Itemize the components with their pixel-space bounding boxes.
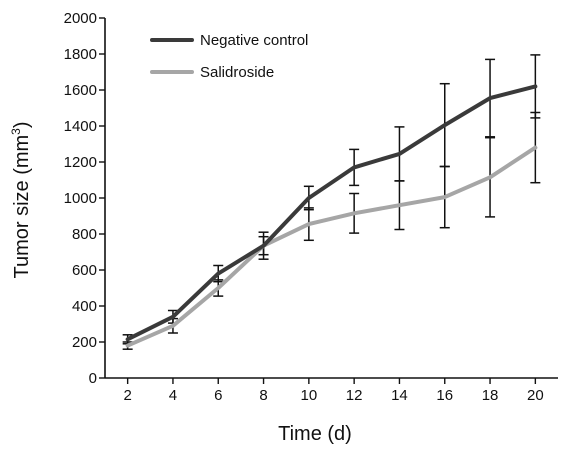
x-tick-label: 14 (391, 387, 408, 404)
legend: Negative control Salidroside (150, 32, 308, 81)
y-tick-label: 1000 (64, 190, 97, 207)
x-tick-label: 16 (436, 387, 453, 404)
y-tick-label: 1600 (64, 82, 97, 99)
legend-label-negative-control: Negative control (200, 32, 308, 49)
x-tick-label: 18 (482, 387, 499, 404)
series-line-negative-control (125, 84, 538, 342)
x-axis-title: Time (d) (278, 423, 352, 445)
ticks: 0 200 400 600 800 1000 1200 1400 1600 1800 2000 2 4 6… (64, 10, 544, 404)
y-tick-label: 0 (89, 370, 97, 387)
x-tick-label: 2 (123, 387, 131, 404)
y-axis-title: Tumor size (mm3) (9, 121, 33, 278)
series-line-salidroside (125, 145, 538, 348)
y-tick-label: 2000 (64, 10, 97, 27)
y-tick-label: 400 (72, 298, 97, 315)
y-tick-label: 800 (72, 226, 97, 243)
y-tick-label: 1400 (64, 118, 97, 135)
y-tick-label: 200 (72, 334, 97, 351)
x-tick-label: 12 (346, 387, 363, 404)
series-lines (125, 84, 538, 348)
y-axis-title-end: ) (11, 121, 33, 128)
y-tick-label: 1200 (64, 154, 97, 171)
y-tick-label: 600 (72, 262, 97, 279)
x-tick-label: 10 (301, 387, 318, 404)
y-axis-title-main: Tumor size (mm (11, 135, 33, 279)
legend-label-salidroside: Salidroside (200, 64, 274, 81)
y-axis-title-superscript: 3 (9, 128, 23, 135)
x-tick-label: 6 (214, 387, 222, 404)
x-tick-label: 20 (527, 387, 544, 404)
y-tick-label: 1800 (64, 46, 97, 63)
x-tick-label: 4 (169, 387, 177, 404)
x-tick-label: 8 (259, 387, 267, 404)
